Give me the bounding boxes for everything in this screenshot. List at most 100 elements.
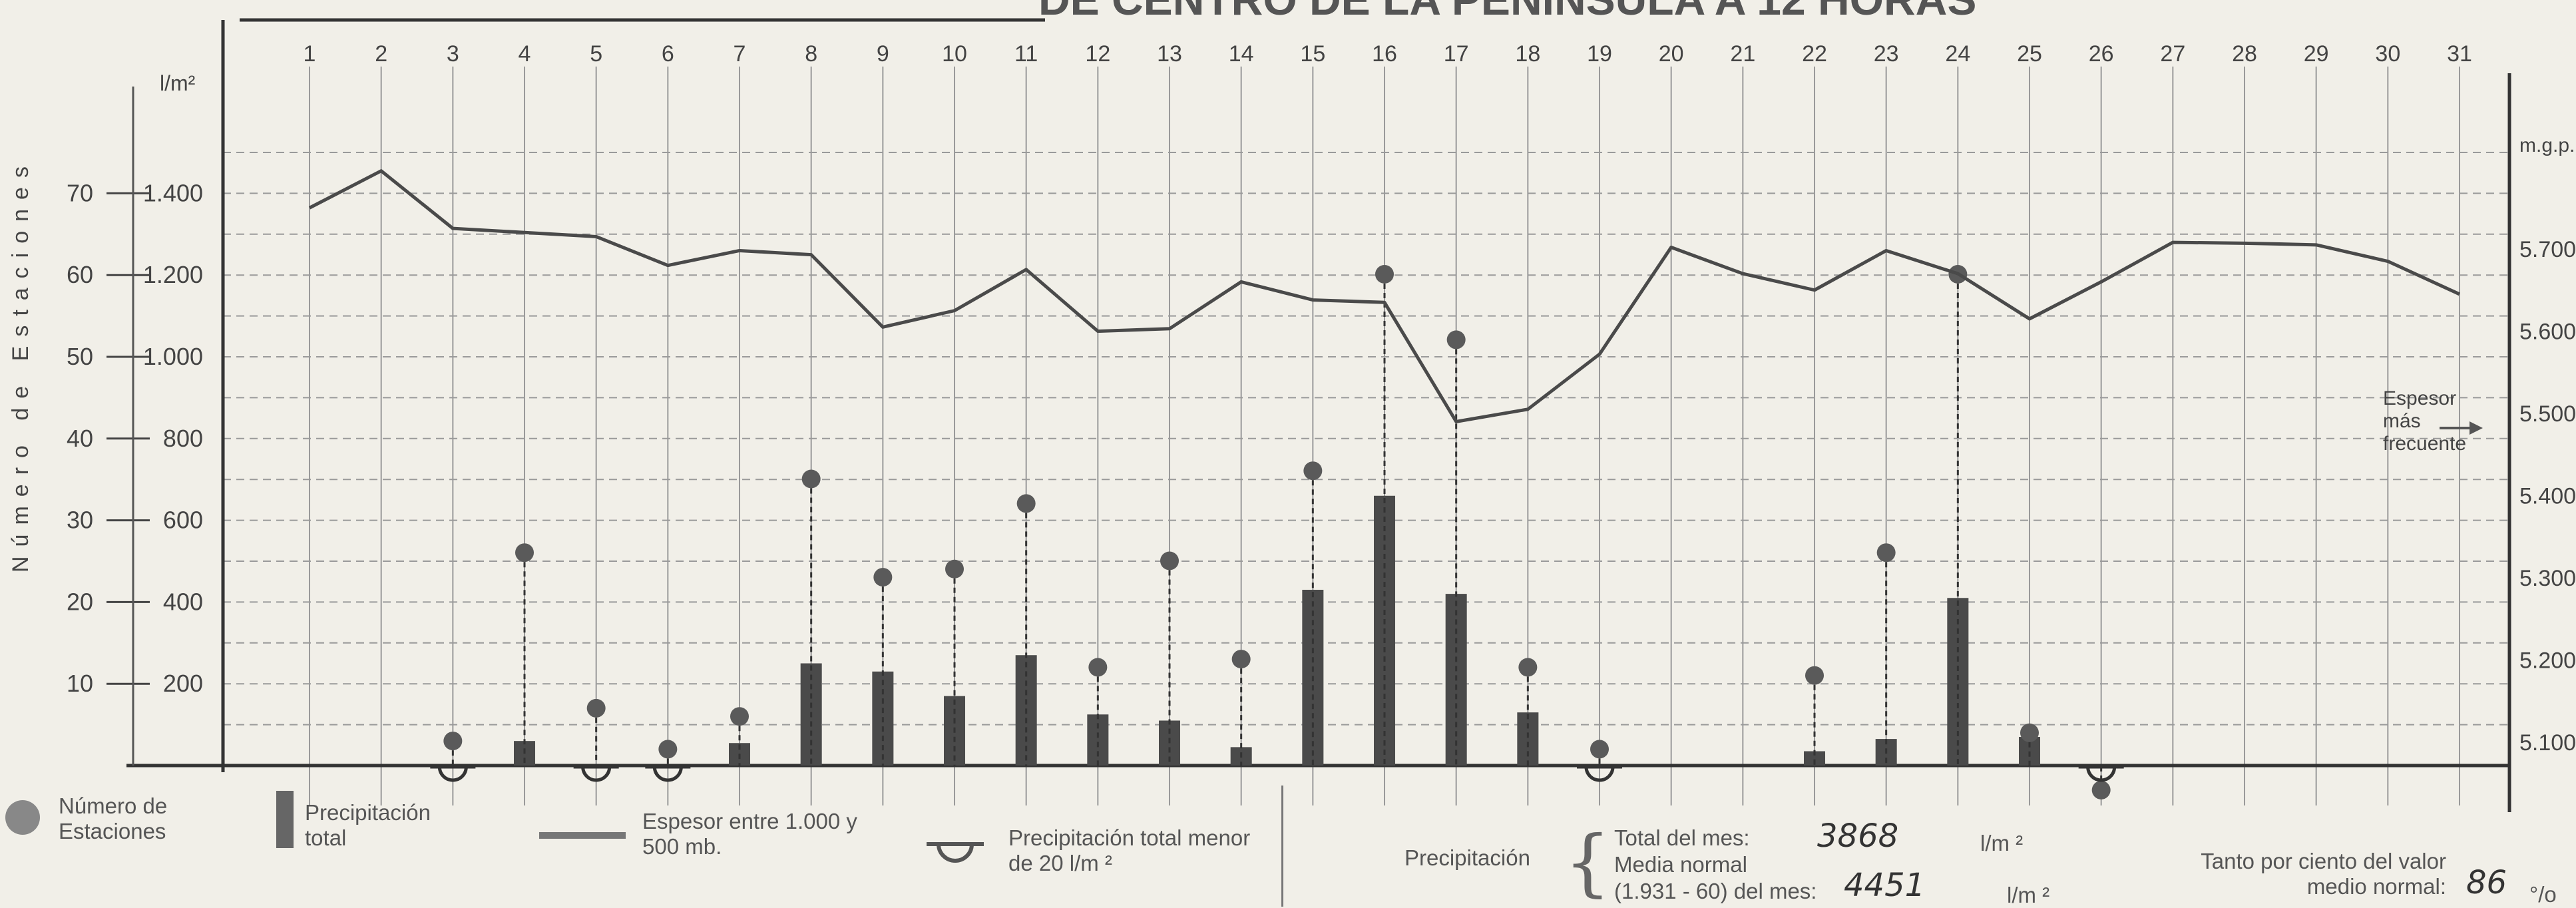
thickness-legend-line-icon: [539, 832, 626, 839]
chart-legend: Número de Estaciones Precipitación total…: [0, 786, 2576, 907]
day-tick-label: 4: [519, 41, 531, 67]
right-tick-label: 5.300: [2519, 566, 2576, 591]
total-month-value: 3868: [1817, 817, 1899, 855]
station-dot: [2020, 723, 2039, 742]
left-tick-stations: 10: [67, 670, 93, 697]
under-20-symbol-arc: [1584, 766, 1615, 782]
station-dot: [1303, 461, 1323, 481]
right-tick-label: 5.600: [2519, 320, 2576, 345]
stations-legend-label: Número de Estaciones: [59, 794, 168, 843]
left-axis-unit: l/m²: [160, 71, 196, 95]
day-tick-label: 22: [1802, 41, 1827, 67]
left-tick-stations: 20: [67, 588, 93, 615]
day-tick-label: 26: [2089, 41, 2114, 67]
left-tick-precip: 1.000: [143, 343, 203, 370]
percent-unit: °/o: [2529, 882, 2557, 907]
station-dot: [658, 740, 678, 759]
tick-labels: 1 2 3 4 5 6 7 8 9 10 11 12 13 14 15 16 17 18 19 20 21 22 23 24 2…: [8, 41, 2576, 756]
day-tick-label: 12: [1085, 41, 1110, 67]
station-dot: [1518, 658, 1538, 677]
station-dot: [1805, 666, 1824, 685]
chart-grid: [223, 67, 2509, 805]
legend-divider: [1281, 786, 1283, 907]
station-dot: [1446, 330, 1466, 349]
day-tick-label: 6: [662, 41, 674, 67]
total-month-label: Total del mes:: [1614, 825, 1750, 850]
day-tick-label: 31: [2447, 41, 2472, 67]
day-tick-label: 3: [447, 41, 459, 67]
right-tick-label: 5.500: [2519, 401, 2576, 427]
day-tick-label: 28: [2232, 41, 2257, 67]
percent-value: 86: [2466, 864, 2507, 901]
thickness-legend-label: Espesor entre 1.000 y 500 mb.: [642, 809, 857, 859]
day-tick-label: 8: [805, 41, 817, 67]
left-tick-stations: 30: [67, 507, 93, 534]
day-tick-label: 5: [590, 41, 602, 67]
station-dot: [1375, 265, 1394, 284]
day-tick-label: 13: [1157, 41, 1182, 67]
left-tick-precip: 1.200: [143, 261, 203, 288]
station-dot: [443, 732, 463, 751]
day-tick-label: 14: [1229, 41, 1254, 67]
left-tick-precip: 1.400: [143, 179, 203, 206]
under-20-symbol-arc: [581, 766, 612, 782]
day-tick-label: 9: [877, 41, 889, 67]
station-dot: [1088, 658, 1108, 677]
precip-summary-heading: Precipitación: [1404, 845, 1530, 870]
chart-marks: [308, 169, 2461, 799]
precip-legend-label: Precipitación total: [305, 800, 431, 850]
precip-bar: [1947, 598, 1969, 766]
annotation-line: Espesor: [2383, 387, 2456, 409]
precip-bar: [1804, 751, 1825, 766]
day-tick-label: 20: [1659, 41, 1684, 67]
station-dot: [945, 559, 964, 578]
station-dot: [873, 568, 893, 587]
day-tick-label: 23: [1874, 41, 1899, 67]
day-tick-label: 16: [1372, 41, 1397, 67]
right-tick-label: 5.400: [2519, 484, 2576, 509]
right-tick-label: 5.200: [2519, 648, 2576, 674]
station-dot: [1876, 543, 1896, 563]
day-tick-label: 18: [1515, 41, 1540, 67]
day-tick-label: 27: [2160, 41, 2185, 67]
annotation-arrow-head: [2469, 421, 2483, 435]
station-dot: [2091, 780, 2111, 799]
summary-brace-icon: {: [1564, 819, 1611, 905]
day-tick-label: 25: [2017, 41, 2042, 67]
normal-mean-value: 4451: [1844, 867, 1926, 904]
station-dot: [801, 469, 821, 489]
normal-mean-label: Media normal: [1614, 852, 1747, 877]
left-tick-precip: 400: [163, 588, 203, 615]
right-axis-unit: m.g.p.: [2519, 134, 2575, 156]
left-tick-stations: 60: [67, 261, 93, 288]
left-tick-precip: 200: [163, 670, 203, 697]
left-tick-precip: 600: [163, 507, 203, 534]
station-dot: [1160, 551, 1179, 570]
right-tick-label: 5.700: [2519, 237, 2576, 262]
station-dot: [730, 707, 749, 726]
left-tick-stations: 40: [67, 425, 93, 452]
day-tick-label: 11: [1014, 41, 1038, 67]
day-tick-label: 7: [734, 41, 746, 67]
percent-label: Tanto por ciento del valor medio normal:: [2201, 849, 2446, 899]
station-dot: [1231, 650, 1251, 669]
right-tick-label: 5.100: [2519, 730, 2576, 756]
day-tick-label: 19: [1587, 41, 1612, 67]
day-tick-label: 21: [1730, 41, 1755, 67]
station-dot: [515, 543, 534, 563]
station-dot: [586, 698, 606, 718]
day-tick-label: 1: [304, 41, 316, 67]
annotation-line: más: [2383, 410, 2421, 432]
annotation-line: frecuente: [2383, 433, 2466, 455]
precip-bar: [1517, 712, 1539, 766]
normal-mean-period: (1.931 - 60) del mes:: [1614, 879, 1817, 903]
left-axis-title: Número de Estaciones: [8, 157, 33, 572]
day-tick-label: 15: [1300, 41, 1325, 67]
station-dot: [1016, 494, 1036, 513]
chart-title: DE CENTRO DE LA PENINSULA A 12 HORAS: [1038, 0, 1976, 24]
precip-legend-bar-icon: [276, 791, 294, 848]
day-tick-label: 17: [1444, 41, 1469, 67]
left-tick-stations: 70: [67, 179, 93, 206]
